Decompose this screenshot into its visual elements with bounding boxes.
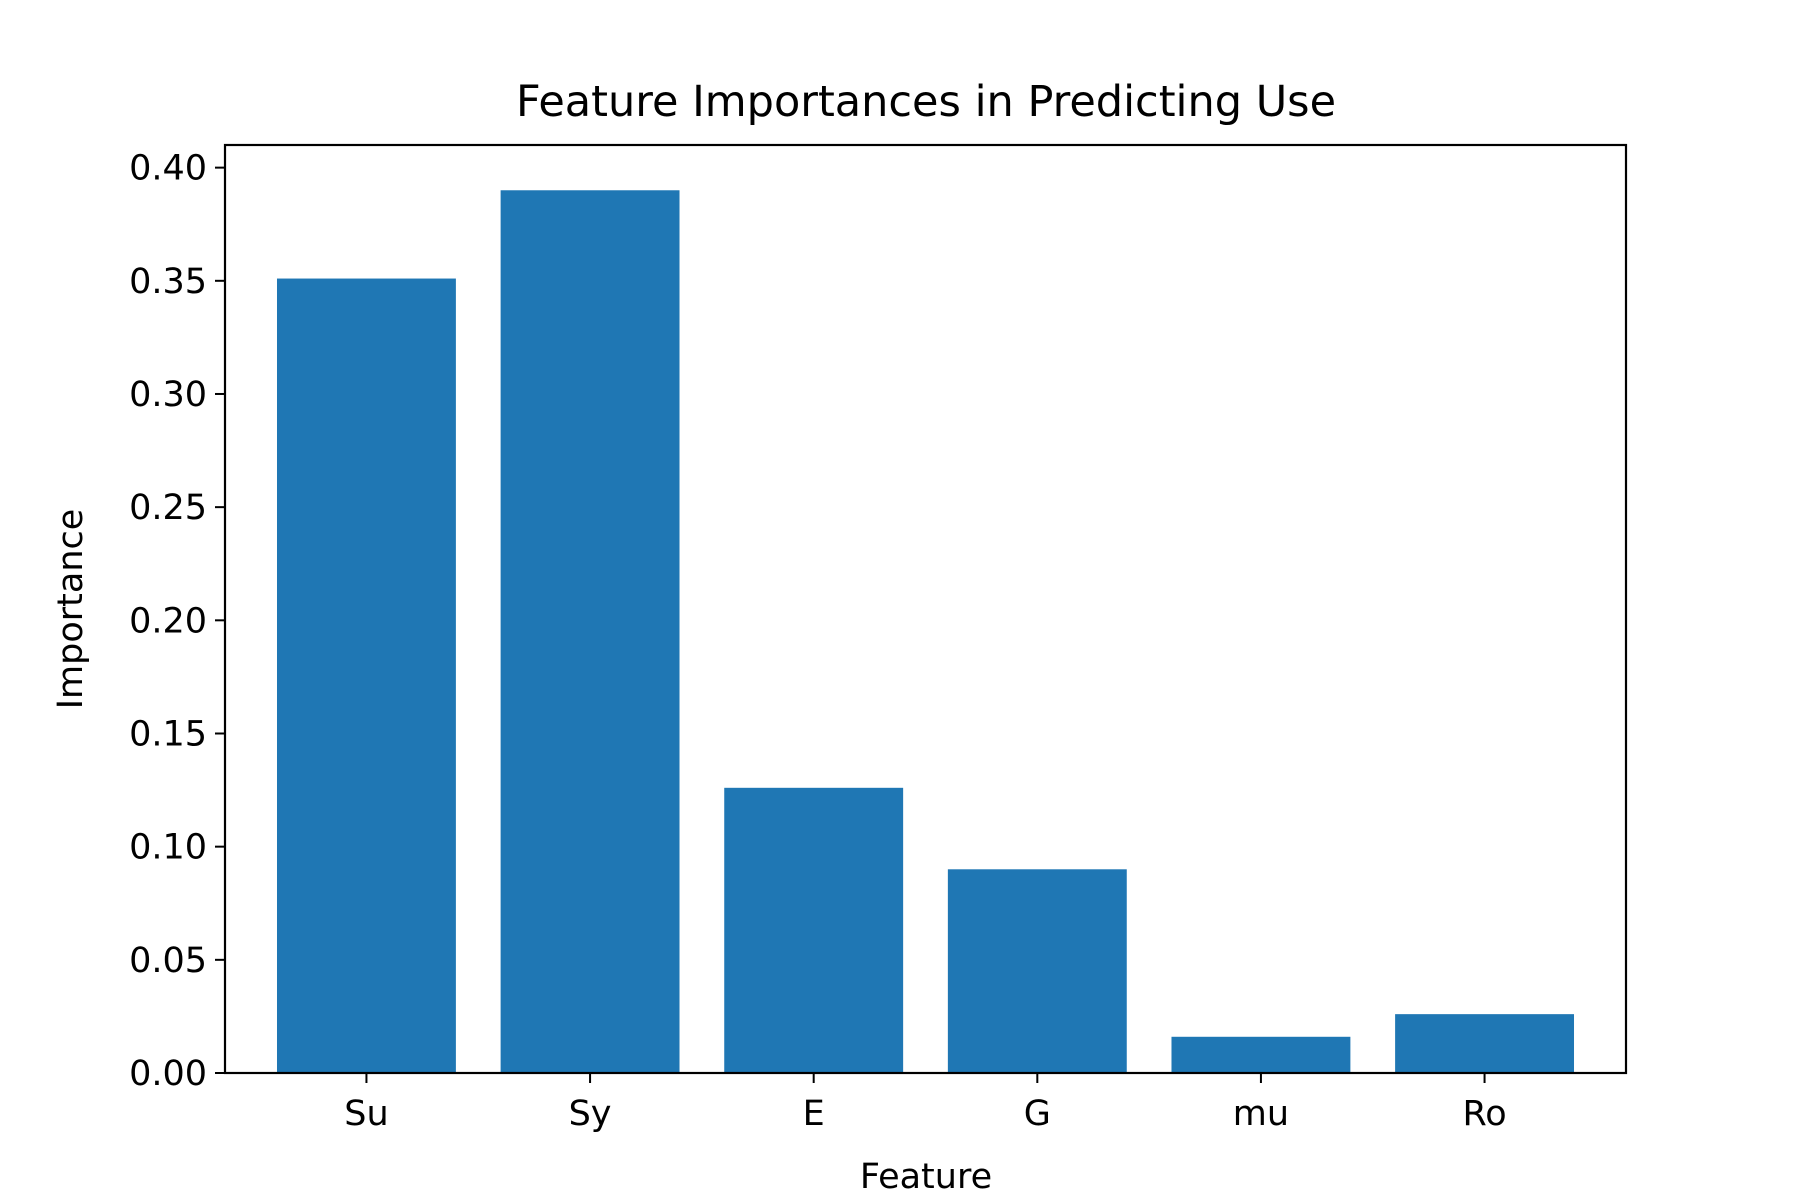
x-tick-label: Sy	[569, 1094, 612, 1134]
y-tick-label: 0.30	[129, 375, 207, 415]
y-axis-label: Importance	[51, 509, 91, 710]
y-tick-label: 0.00	[129, 1054, 207, 1094]
bars	[276, 190, 1575, 1073]
bar-e	[724, 787, 904, 1073]
bar-su	[276, 278, 456, 1073]
chart-title: Feature Importances in Predicting Use	[516, 77, 1336, 127]
plot-frame	[223, 143, 1628, 1075]
y-tick-label: 0.05	[129, 941, 207, 981]
bar-g	[947, 869, 1127, 1073]
x-tick-label: E	[803, 1094, 825, 1134]
y-tick-label: 0.10	[129, 828, 207, 868]
y-tick-label: 0.15	[129, 714, 207, 754]
x-tick-label: mu	[1233, 1094, 1289, 1134]
bar-mu	[1171, 1036, 1351, 1073]
y-tick-label: 0.35	[129, 262, 207, 302]
bar-ro	[1395, 1014, 1575, 1073]
x-tick-label: Su	[344, 1094, 388, 1134]
y-tick-label: 0.20	[129, 601, 207, 641]
x-tick-label: Ro	[1462, 1094, 1506, 1134]
x-tick-label: G	[1024, 1094, 1051, 1134]
y-axis: 0.00 0.05 0.10 0.15 0.20 0.25 0.30 0.35 0.40	[129, 149, 225, 1094]
y-tick-label: 0.40	[129, 149, 207, 189]
x-axis-label: Feature	[860, 1157, 992, 1197]
y-tick-label: 0.25	[129, 488, 207, 528]
bar-sy	[500, 190, 680, 1073]
